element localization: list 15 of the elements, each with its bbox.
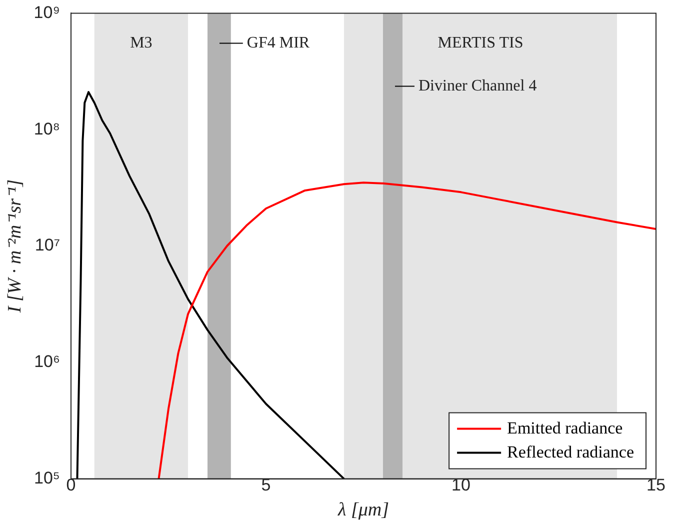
- band-label: GF4 MIR: [246, 34, 310, 52]
- x-axis-title: λ [μm]: [336, 500, 390, 521]
- x-tick-label: 0: [66, 476, 76, 495]
- y-tick-label: 10⁵: [34, 468, 60, 488]
- legend-label: Reflected radiance: [507, 442, 634, 462]
- y-tick-label: 10⁸: [34, 119, 60, 138]
- band-label: M3: [130, 34, 152, 52]
- legend-label: Emitted radiance: [507, 418, 623, 438]
- x-tick-label: 15: [646, 476, 666, 495]
- y-tick-label: 10⁶: [34, 352, 60, 372]
- y-tick-label: 10⁷: [34, 236, 60, 255]
- y-tick-label: 10⁹: [34, 2, 60, 22]
- y-axis-title: I [W · m⁻²m⁻¹sr⁻¹]: [4, 179, 26, 314]
- band-label: Diviner Channel 4: [418, 77, 537, 94]
- band-label: MERTIS TIS: [438, 34, 524, 52]
